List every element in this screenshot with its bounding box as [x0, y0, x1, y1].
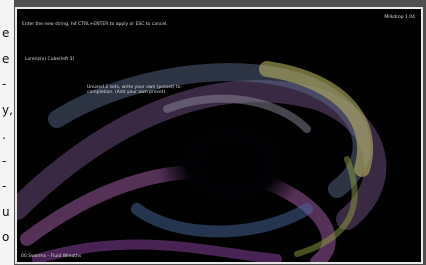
side-letter: -	[2, 77, 6, 91]
side-letter: e	[2, 52, 9, 66]
side-letter: u	[2, 205, 10, 219]
side-letter: y,	[2, 103, 13, 117]
message-text: Unused 2 sets, write your own (preset) t…	[87, 85, 207, 95]
page: {"side_letters": ["e", "e", "-", "y,", "…	[0, 0, 426, 265]
side-letter: -	[2, 179, 6, 193]
side-letter: o	[2, 230, 9, 244]
visualizer-screen: Enter the new string, hit CTRL+ENTER to …	[15, 7, 423, 264]
input-text: Lorenz(x) Cube(left 3)	[25, 57, 74, 62]
footer-text: 00:Swarms - Fluid Wreaths	[21, 254, 81, 259]
prompt-text: Enter the new string, hit CTRL+ENTER to …	[22, 22, 168, 27]
swirl-graphic	[17, 9, 421, 262]
side-letter: .	[2, 128, 6, 142]
side-letter: -	[2, 154, 6, 168]
side-letter: e	[2, 26, 9, 40]
corner-text: Milkdrop 1.04	[384, 15, 415, 20]
